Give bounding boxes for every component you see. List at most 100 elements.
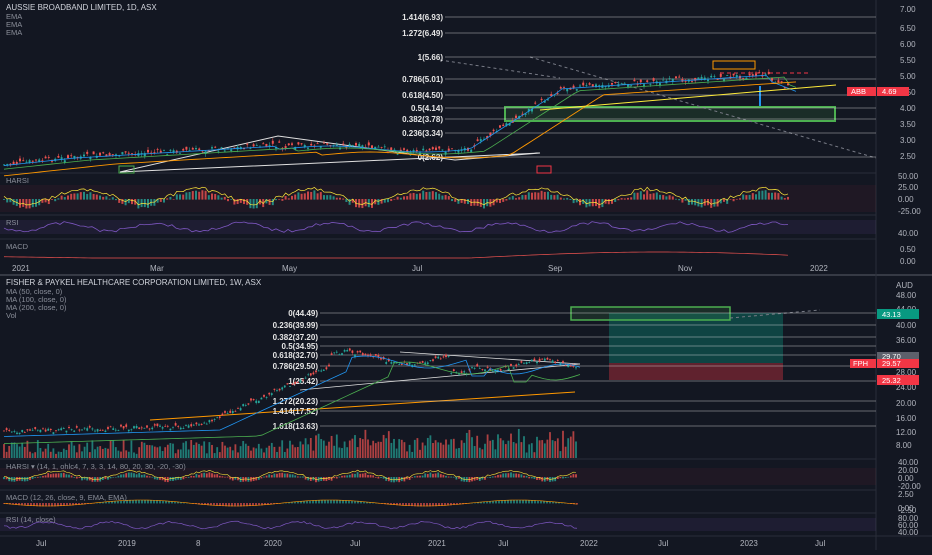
- fph-volume-bar: [144, 443, 146, 458]
- abb-x-tick: 2022: [810, 264, 828, 273]
- fph-candle: [567, 365, 569, 367]
- fph-candle: [97, 429, 99, 431]
- fph-candle: [531, 360, 533, 362]
- fph-candle: [352, 351, 354, 353]
- abb-candle: [675, 76, 677, 78]
- abb-candle: [477, 139, 479, 141]
- fph-macd-bar: [348, 501, 350, 504]
- abb-harsi-bar: [413, 193, 415, 200]
- fph-candle: [27, 429, 29, 430]
- abb-harsi-bar: [627, 198, 629, 200]
- abb-harsi-bar: [102, 197, 104, 200]
- abb-harsi-bar: [745, 195, 747, 199]
- abb-harsi-bar: [291, 196, 293, 200]
- abb-y-tick: 5.50: [900, 56, 916, 65]
- fph-harsi-label: HARSI ▾ (14, 1, ohlc4, 7, 3, 3, 14, 80, …: [6, 462, 186, 471]
- fph-candle: [453, 369, 455, 371]
- fph-volume-bar: [326, 446, 328, 458]
- abb-harsi-bar: [512, 196, 514, 200]
- fph-volume-bar: [14, 442, 16, 458]
- abb-harsi-bar: [633, 193, 635, 200]
- fph-candle: [11, 432, 13, 433]
- fph-candle: [315, 371, 317, 372]
- fph-volume-bar: [131, 441, 133, 458]
- abb-candle: [640, 80, 642, 83]
- fph-candle: [209, 420, 211, 422]
- fph-x-tick: Jul: [658, 539, 668, 548]
- fph-fib-label: 0(44.49): [288, 309, 318, 318]
- fph-volume-bar: [391, 443, 393, 458]
- fph-harsi-bar: [105, 477, 107, 479]
- fph-harsi-bar: [365, 473, 367, 478]
- fph-candle: [268, 393, 270, 395]
- abb-harsi-bar: [163, 199, 165, 203]
- fph-vol-label: Vol: [6, 311, 17, 320]
- abb-candle: [333, 145, 335, 146]
- fph-candle: [235, 411, 237, 412]
- fph-candle: [201, 424, 203, 425]
- abb-harsi-bar: [326, 195, 328, 199]
- abb-candle: [13, 162, 15, 165]
- fph-harsi-bar: [417, 476, 419, 478]
- fph-harsi-bar: [190, 476, 192, 478]
- fph-volume-bar: [159, 446, 161, 458]
- fph-volume-bar: [474, 446, 476, 458]
- fph-volume-bar: [133, 452, 135, 458]
- abb-harsi-bar: [665, 196, 667, 199]
- fph-candle: [183, 428, 185, 429]
- abb-harsi-bar: [422, 191, 424, 200]
- fph-volume-bar: [149, 445, 151, 458]
- fph-macd-bar: [522, 500, 524, 503]
- abb-candle: [179, 153, 181, 154]
- fph-candle: [188, 425, 190, 427]
- fph-harsi-bar: [63, 473, 65, 478]
- abb-harsi-bar: [774, 192, 776, 199]
- abb-harsi-bar: [304, 193, 306, 199]
- fph-harsi-bar: [500, 475, 502, 478]
- fph-last-price: 29.57: [882, 359, 901, 368]
- abb-harsi-bar: [553, 195, 555, 199]
- abb-candle: [198, 149, 200, 150]
- fph-candle: [401, 364, 403, 365]
- fph-volume-bar: [136, 454, 138, 458]
- abb-harsi-bar: [83, 192, 85, 200]
- abb-harsi-bar: [13, 199, 15, 205]
- fph-candle: [365, 354, 367, 355]
- fph-harsi-bar: [115, 477, 117, 478]
- abb-harsi-bar: [528, 192, 530, 199]
- fph-candle: [138, 427, 140, 429]
- abb-harsi-bar: [630, 197, 632, 199]
- fph-harsi-bar: [287, 474, 289, 478]
- fph-harsi-bar: [375, 477, 377, 478]
- fph-candle: [432, 359, 434, 361]
- fph-y-tick: 36.00: [896, 336, 917, 345]
- fph-harsi-bar: [341, 476, 343, 478]
- abb-candle: [707, 80, 709, 81]
- abb-harsi-bar: [432, 191, 434, 199]
- abb-harsi-bar: [93, 194, 95, 200]
- abb-harsi-bar: [617, 199, 619, 200]
- fph-harsi-bar: [89, 477, 91, 480]
- abb-candle: [515, 116, 517, 118]
- fph-macd-bar: [504, 500, 506, 503]
- fph-harsi-bar: [547, 477, 549, 481]
- abb-harsi-bar: [211, 194, 213, 200]
- fph-x-tick: Jul: [498, 539, 508, 548]
- fph-macd-bar: [492, 501, 494, 503]
- fph-candle: [445, 355, 447, 357]
- fph-harsi-bar: [367, 475, 369, 478]
- fph-volume-bar: [424, 445, 426, 458]
- fph-candle: [242, 404, 244, 406]
- fph-volume-bar: [66, 450, 68, 458]
- abb-candle: [32, 161, 34, 162]
- abb-harsi-bar: [614, 199, 616, 202]
- fph-x-tick: Jul: [350, 539, 360, 548]
- abb-candle: [422, 149, 424, 151]
- fph-harsi-bar: [422, 476, 424, 478]
- fph-volume-bar: [128, 452, 130, 458]
- fph-harsi-bar: [346, 475, 348, 477]
- fph-harsi-bar: [266, 476, 268, 478]
- fph-volume-bar: [562, 431, 564, 458]
- fph-macd-bar: [306, 501, 308, 504]
